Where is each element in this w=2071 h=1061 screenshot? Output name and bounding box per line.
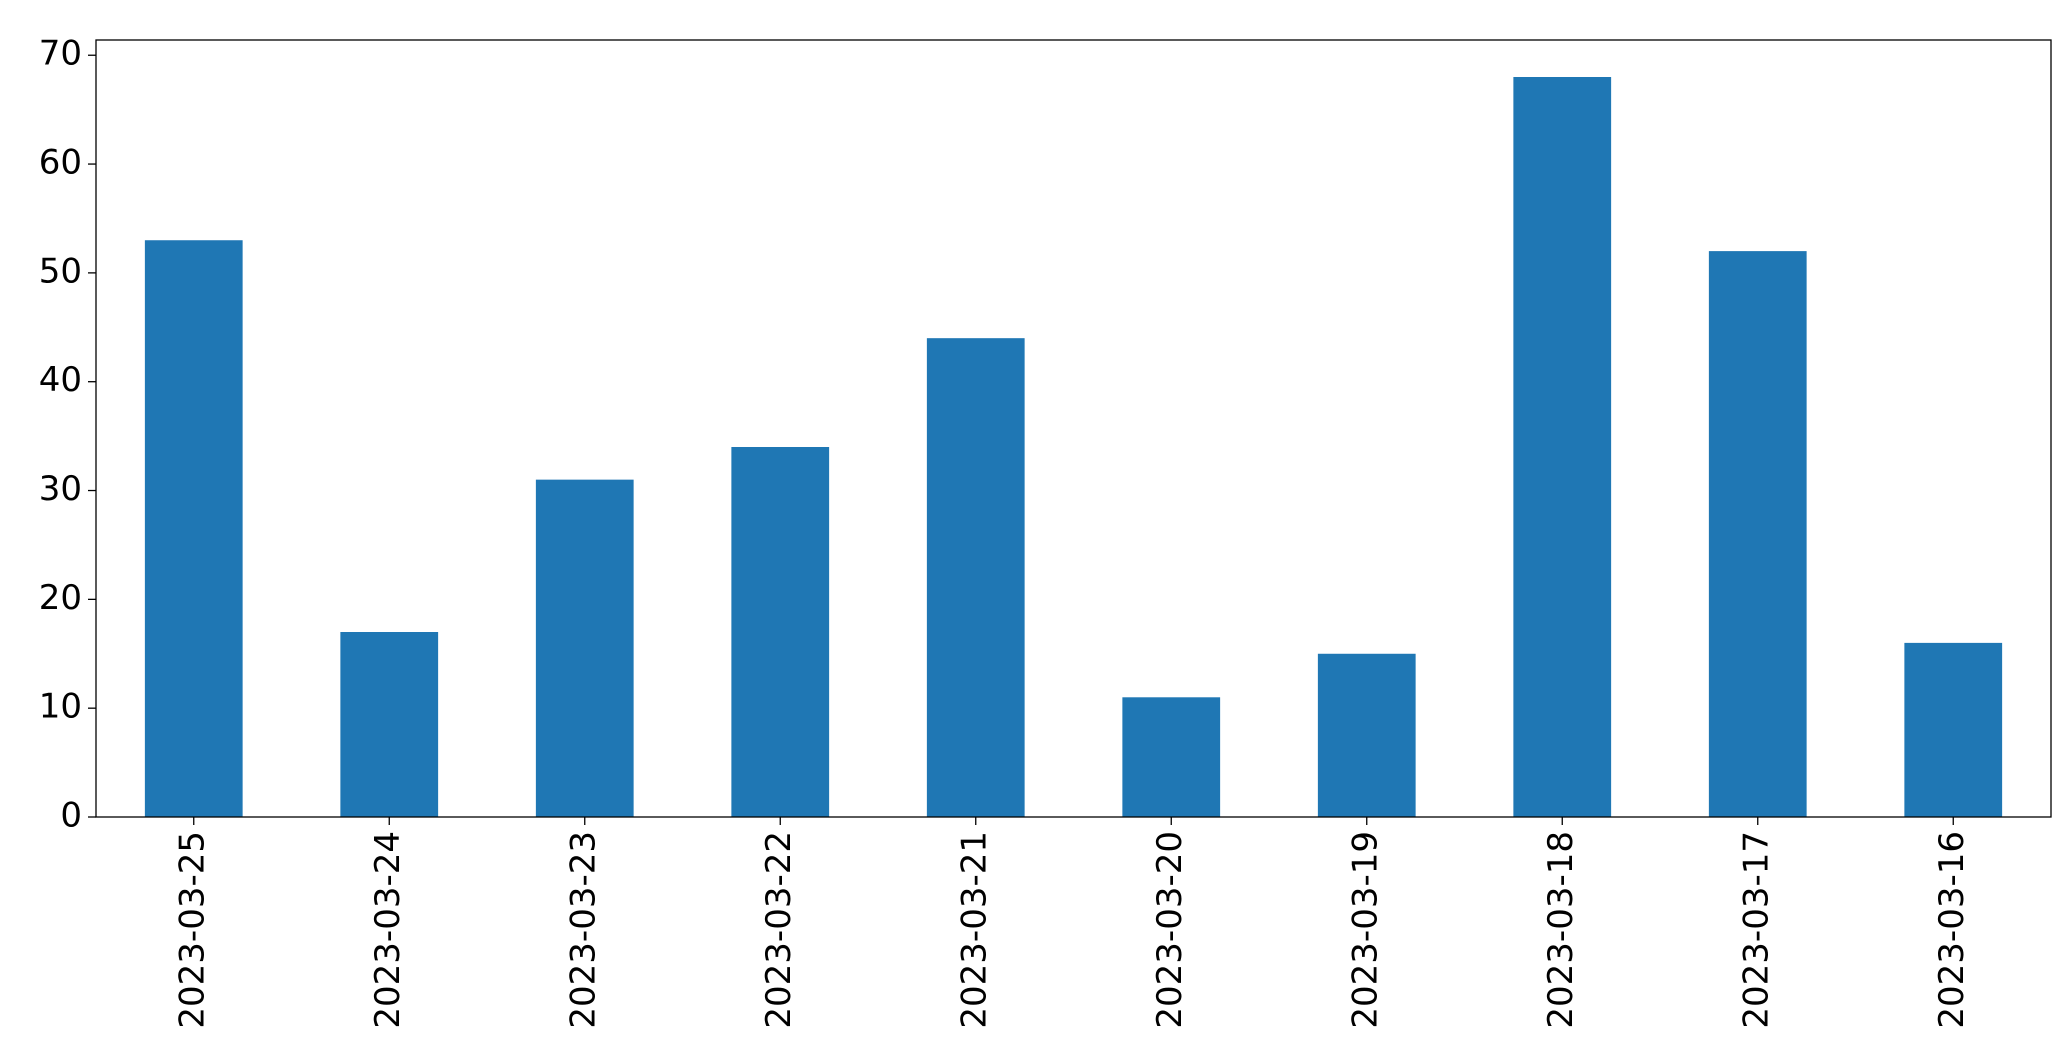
x-tick-label: 2023-03-25 (172, 831, 212, 1029)
bar (1513, 77, 1612, 817)
x-tick-label: 2023-03-16 (1932, 831, 1972, 1029)
plot-frame (95, 39, 2052, 818)
bar (1122, 697, 1221, 817)
bar (535, 479, 634, 817)
bar (926, 338, 1025, 817)
x-tick-label: 2023-03-20 (1150, 831, 1190, 1029)
x-tick-label: 2023-03-24 (368, 831, 408, 1029)
x-tick-label: 2023-03-22 (759, 831, 799, 1029)
y-tick-label: 70 (39, 34, 82, 74)
y-tick-label: 50 (39, 251, 82, 291)
bar (1317, 653, 1416, 817)
bar (1904, 642, 2003, 817)
y-tick-label: 30 (39, 469, 82, 509)
x-tick-label: 2023-03-18 (1541, 831, 1581, 1029)
bar (144, 240, 243, 817)
x-tick-label: 2023-03-19 (1345, 831, 1385, 1029)
y-tick-label: 20 (39, 578, 82, 618)
y-tick-label: 40 (39, 360, 82, 400)
bar (731, 447, 830, 817)
x-tick-label: 2023-03-17 (1736, 831, 1776, 1029)
bar (1708, 251, 1807, 817)
x-tick-label: 2023-03-21 (954, 831, 994, 1029)
y-tick-label: 60 (39, 143, 82, 183)
bar (340, 632, 439, 817)
y-tick-label: 10 (39, 687, 82, 727)
y-tick-label: 0 (60, 796, 82, 836)
x-tick-label: 2023-03-23 (563, 831, 603, 1029)
